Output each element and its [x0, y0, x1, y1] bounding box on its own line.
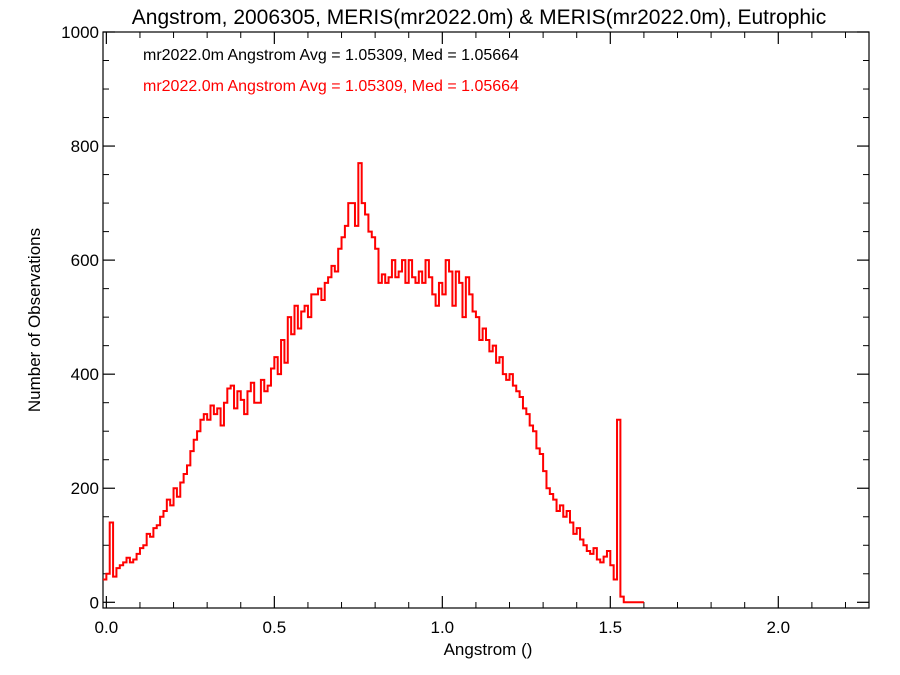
x-tick-label: 1.0: [431, 618, 455, 637]
x-tick-label: 1.5: [598, 618, 622, 637]
x-tick-label: 0.0: [95, 618, 119, 637]
x-tick-label: 0.5: [263, 618, 287, 637]
y-tick-label: 200: [71, 479, 99, 498]
x-axis: 0.0 0.5 1.0 1.5 2.0: [95, 32, 846, 637]
plot-border: [102, 31, 870, 609]
legend-entry-black: mr2022.0m Angstrom Avg = 1.05309, Med = …: [143, 47, 519, 64]
y-axis: 0 200 400 600 800 1000: [61, 23, 869, 612]
y-tick-label: 800: [71, 137, 99, 156]
chart-title: Angstrom, 2006305, MERIS(mr2022.0m) & ME…: [132, 6, 826, 29]
y-tick-label: 400: [71, 365, 99, 384]
x-tick-label: 2.0: [766, 618, 790, 637]
plot-frame: [102, 31, 870, 609]
series-group: [103, 162, 644, 604]
histogram-series-line: [103, 162, 644, 604]
legend-entry-red: mr2022.0m Angstrom Avg = 1.05309, Med = …: [143, 78, 519, 95]
y-tick-label: 1000: [61, 23, 99, 42]
y-tick-label: 600: [71, 251, 99, 270]
x-axis-label: Angstrom (): [444, 640, 533, 659]
y-axis-label: Number of Observations: [25, 228, 44, 412]
y-tick-label: 0: [90, 593, 99, 612]
